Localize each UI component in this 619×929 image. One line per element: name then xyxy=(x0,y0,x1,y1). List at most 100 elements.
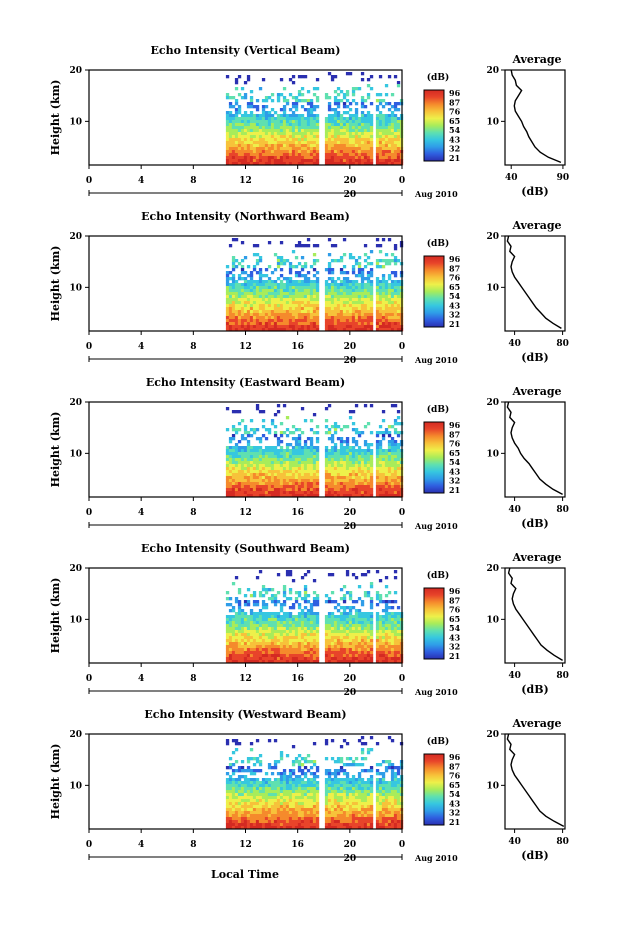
heatmap-cell xyxy=(234,817,239,821)
heatmap-cell xyxy=(354,129,359,133)
heatmap-cell xyxy=(234,108,239,112)
heatmap-cell xyxy=(288,443,293,447)
heatmap-cell xyxy=(258,280,263,284)
heatmap-cell xyxy=(264,144,269,148)
heatmap-cell xyxy=(384,636,389,640)
heatmap-cell xyxy=(315,461,320,465)
heatmap-cell xyxy=(243,437,248,441)
heatmap-cell xyxy=(231,793,236,797)
heatmap-cell xyxy=(336,319,341,323)
heatmap-cell xyxy=(225,428,230,432)
heatmap-cell xyxy=(237,627,242,631)
heatmap-cell xyxy=(300,244,305,248)
heatmap-cell xyxy=(384,259,389,263)
heatmap-cell xyxy=(384,633,389,637)
heatmap-cell xyxy=(282,162,287,166)
heatmap-cell xyxy=(255,283,260,287)
heatmap-cell xyxy=(339,636,344,640)
heatmap-cell xyxy=(378,464,383,468)
heatmap-cell xyxy=(249,159,254,163)
heatmap-cell xyxy=(276,639,281,643)
heatmap-cell xyxy=(228,476,233,480)
heatmap-cell xyxy=(336,132,341,136)
heatmap-cell xyxy=(342,645,347,649)
heatmap-cell xyxy=(243,313,248,317)
heatmap-cell xyxy=(231,298,236,302)
heatmap-cell xyxy=(228,461,233,465)
heatmap-cell xyxy=(228,766,233,770)
heatmap-cell xyxy=(297,615,302,619)
heatmap-cell xyxy=(279,624,284,628)
heatmap-cell xyxy=(381,467,386,471)
heatmap-cell xyxy=(375,283,380,287)
heatmap-cell xyxy=(246,132,251,136)
heatmap-cell xyxy=(342,265,347,269)
heatmap-cell xyxy=(294,446,299,450)
heatmap-cell xyxy=(333,482,338,486)
heatmap-cell xyxy=(270,99,275,103)
heatmap-cell xyxy=(279,636,284,640)
heatmap-cell xyxy=(261,612,266,616)
heatmap-cell xyxy=(333,150,338,154)
heatmap-cell xyxy=(390,461,395,465)
heatmap-cell xyxy=(333,455,338,459)
heatmap-cell xyxy=(390,618,395,622)
heatmap-cell xyxy=(294,153,299,157)
heatmap-cell xyxy=(246,289,251,293)
heatmap-cell xyxy=(264,648,269,652)
heatmap-cell xyxy=(309,470,314,474)
heatmap-cell xyxy=(345,123,350,127)
heatmap-cell xyxy=(366,289,371,293)
heatmap-cell xyxy=(348,319,353,323)
heatmap-cell xyxy=(366,458,371,462)
heatmap-cell xyxy=(270,488,275,492)
heatmap-cell xyxy=(249,153,254,157)
heatmap-cell xyxy=(324,159,329,163)
heatmap-cell xyxy=(375,651,380,655)
heatmap-cell xyxy=(237,494,242,498)
heatmap-cell xyxy=(360,494,365,498)
heatmap-cell xyxy=(333,648,338,652)
heatmap-cell xyxy=(309,440,314,444)
heatmap-cell xyxy=(285,328,290,332)
heatmap-cell xyxy=(309,310,314,314)
heatmap-cell xyxy=(255,322,260,326)
heatmap-cell xyxy=(276,651,281,655)
heatmap-cell xyxy=(252,594,257,598)
heatmap-cell xyxy=(270,271,275,275)
heatmap-cell xyxy=(354,615,359,619)
heatmap-cell xyxy=(270,138,275,142)
heatmap-cell xyxy=(246,292,251,296)
heatmap-cell xyxy=(303,440,308,444)
heatmap-cell xyxy=(270,307,275,311)
heatmap-cell xyxy=(378,476,383,480)
colorbar-tick-label: 87 xyxy=(449,429,460,439)
heatmap-cell xyxy=(285,123,290,127)
heatmap-cell xyxy=(300,328,305,332)
heatmap-cell xyxy=(303,473,308,477)
heatmap-cell xyxy=(342,286,347,290)
heatmap-cell xyxy=(231,645,236,649)
heatmap-cell xyxy=(306,458,311,462)
heatmap-cell xyxy=(246,648,251,652)
heatmap-cell xyxy=(270,316,275,320)
heatmap-cell xyxy=(261,325,266,329)
heatmap-cell xyxy=(261,651,266,655)
heatmap-cell xyxy=(255,618,260,622)
heatmap-cell xyxy=(306,452,311,456)
heatmap-cell xyxy=(234,307,239,311)
heatmap-cell xyxy=(264,307,269,311)
heatmap-cell xyxy=(294,271,299,275)
heatmap-cell xyxy=(249,310,254,314)
heatmap-cell xyxy=(249,464,254,468)
colorbar-tick-label: 96 xyxy=(449,420,461,430)
heatmap-cell xyxy=(282,482,287,486)
heatmap-cell xyxy=(375,479,380,483)
heatmap-cell xyxy=(366,654,371,658)
heatmap-cell xyxy=(234,612,239,616)
heatmap-cell xyxy=(351,295,356,299)
heatmap-cell xyxy=(234,280,239,284)
heatmap-cell xyxy=(345,464,350,468)
heatmap-cell xyxy=(237,630,242,634)
heatmap-cell xyxy=(255,280,260,284)
